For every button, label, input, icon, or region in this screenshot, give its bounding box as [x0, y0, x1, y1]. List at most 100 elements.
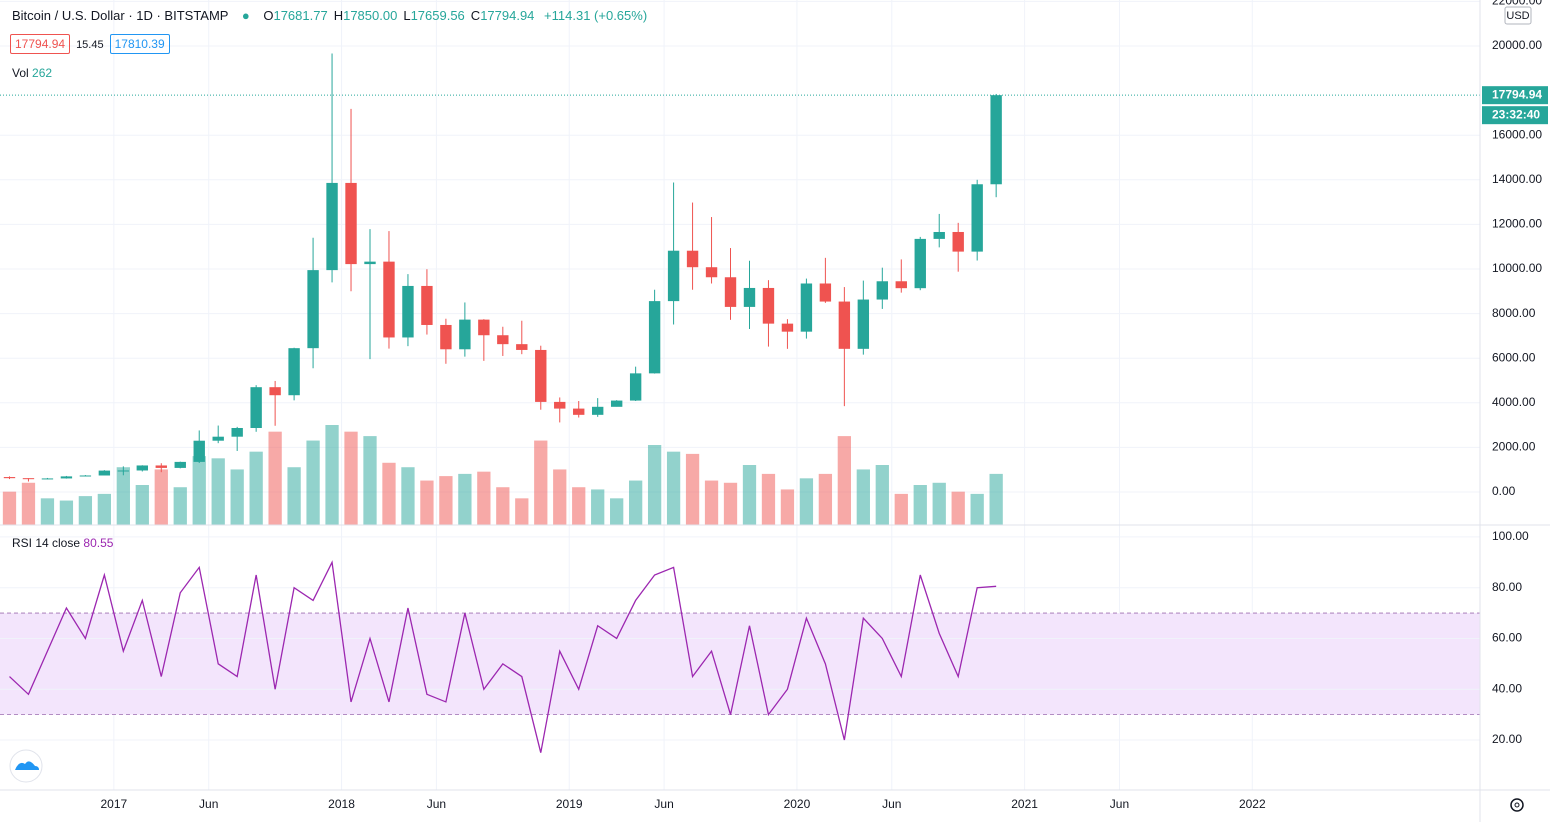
volume-bar: [989, 473, 1003, 525]
candle-body: [212, 436, 224, 441]
countdown: 23:32:40: [1492, 107, 1540, 121]
volume-bar: [306, 440, 320, 525]
legend-header: Bitcoin / U.S. Dollar · 1D · BITSTAMP ● …: [12, 8, 647, 23]
rsi-legend: RSI 14 close 80.55: [12, 536, 113, 550]
currency: USD: [1506, 10, 1529, 22]
ohlc-value: 17850.00: [343, 8, 398, 23]
candle-body: [250, 387, 262, 428]
candle-body: [402, 285, 414, 338]
volume-bar: [439, 476, 453, 525]
candle-body: [592, 406, 604, 415]
candle-body: [629, 373, 642, 401]
candle-body: [136, 465, 148, 471]
candle-body: [174, 461, 186, 468]
candle-body: [857, 299, 870, 349]
y-tick-label: 12000.00: [1492, 217, 1542, 231]
x-tick-label: 2020: [784, 797, 811, 811]
y-tick-label: 20.00: [1492, 732, 1522, 746]
sell-price[interactable]: 17794.94: [10, 34, 71, 54]
volume-bar: [534, 440, 548, 525]
volume-bar: [135, 485, 149, 525]
ohlc-key: C: [470, 8, 481, 23]
ohlc-value: 17659.56: [410, 8, 465, 23]
volume-bar: [666, 451, 681, 525]
y-tick-label: 100.00: [1492, 529, 1529, 543]
volume-bar: [192, 456, 206, 525]
settings-gear[interactable]: [1510, 798, 1524, 812]
volume-bar: [59, 500, 74, 525]
candle-body: [762, 287, 775, 324]
candle-body: [41, 478, 54, 480]
volume-bar: [780, 489, 795, 525]
candle-body: [535, 349, 547, 402]
ohlc-key: L: [403, 8, 411, 23]
volume-bar: [818, 473, 833, 525]
x-tick-label: 2017: [100, 797, 127, 811]
candle-body: [876, 281, 888, 300]
candle-body: [516, 344, 528, 350]
volume-bar: [230, 469, 244, 525]
candle-body: [364, 261, 376, 265]
volume-bar: [837, 436, 851, 525]
currency-box[interactable]: [1504, 6, 1532, 25]
ohlc-key: O: [263, 8, 274, 23]
volume-bar: [591, 489, 605, 525]
countdown-bg: [1482, 106, 1548, 125]
spread: 15.45: [76, 39, 104, 51]
candle-body: [269, 387, 281, 396]
candle-body: [990, 95, 1002, 185]
volume-bar: [154, 469, 168, 525]
tv-logo[interactable]: [9, 749, 43, 783]
ohlc-key: H: [333, 8, 344, 23]
volume-bar: [2, 491, 17, 525]
volume-bar: [78, 496, 93, 525]
volume-bar: [40, 498, 55, 525]
symbol[interactable]: Bitcoin / U.S. Dollar · 1D · BITSTAMP: [12, 8, 229, 23]
candle-body: [98, 470, 111, 476]
candle-body: [421, 285, 433, 325]
candle-body: [383, 261, 395, 338]
candle-body: [478, 319, 490, 336]
volume-bar: [685, 453, 700, 525]
vol-value: 262: [32, 66, 53, 80]
candle-body: [3, 477, 16, 479]
volume-bar: [287, 467, 301, 525]
candle-body: [22, 478, 35, 480]
candle-body: [288, 348, 300, 396]
volume-bar: [629, 480, 643, 525]
volume-bar: [723, 482, 738, 525]
y-tick-label: 22000.00: [1492, 0, 1542, 8]
candle-body: [971, 184, 983, 252]
candle-body: [819, 283, 832, 302]
volume-bar: [420, 480, 434, 525]
y-tick-label: 0.00: [1492, 484, 1516, 498]
volume-legend: Vol 262: [12, 66, 52, 80]
price-axis-bg: [1480, 0, 1550, 822]
x-tick-label: Jun: [882, 797, 901, 811]
x-tick-label: Jun: [1110, 797, 1129, 811]
volume-bar: [249, 451, 263, 525]
trade-row: 17794.94 15.45 17810.39: [10, 34, 176, 54]
candle-body: [914, 238, 926, 289]
x-tick-label: 2018: [328, 797, 355, 811]
volume-bar: [856, 469, 870, 525]
candle-body: [554, 401, 566, 409]
buy-price[interactable]: 17810.39: [109, 34, 170, 54]
volume-bar: [704, 480, 719, 525]
y-tick-label: 16000.00: [1492, 127, 1542, 141]
candle-body: [838, 301, 851, 349]
candle-body: [459, 319, 471, 350]
volume-bar: [173, 487, 187, 525]
candle-body: [933, 231, 945, 239]
candle-body: [193, 440, 205, 462]
ohlc: O17681.77 H17850.00 L17659.56 C17794.94: [263, 8, 540, 23]
candle-body: [117, 470, 130, 472]
volume-bar: [116, 467, 130, 525]
rsi-label: RSI 14 close: [12, 536, 81, 550]
x-tick-label: 2021: [1011, 797, 1038, 811]
change: +114.31 (+0.65%): [544, 8, 648, 23]
y-tick-label: 14000.00: [1492, 172, 1542, 186]
volume-bar: [515, 498, 529, 525]
